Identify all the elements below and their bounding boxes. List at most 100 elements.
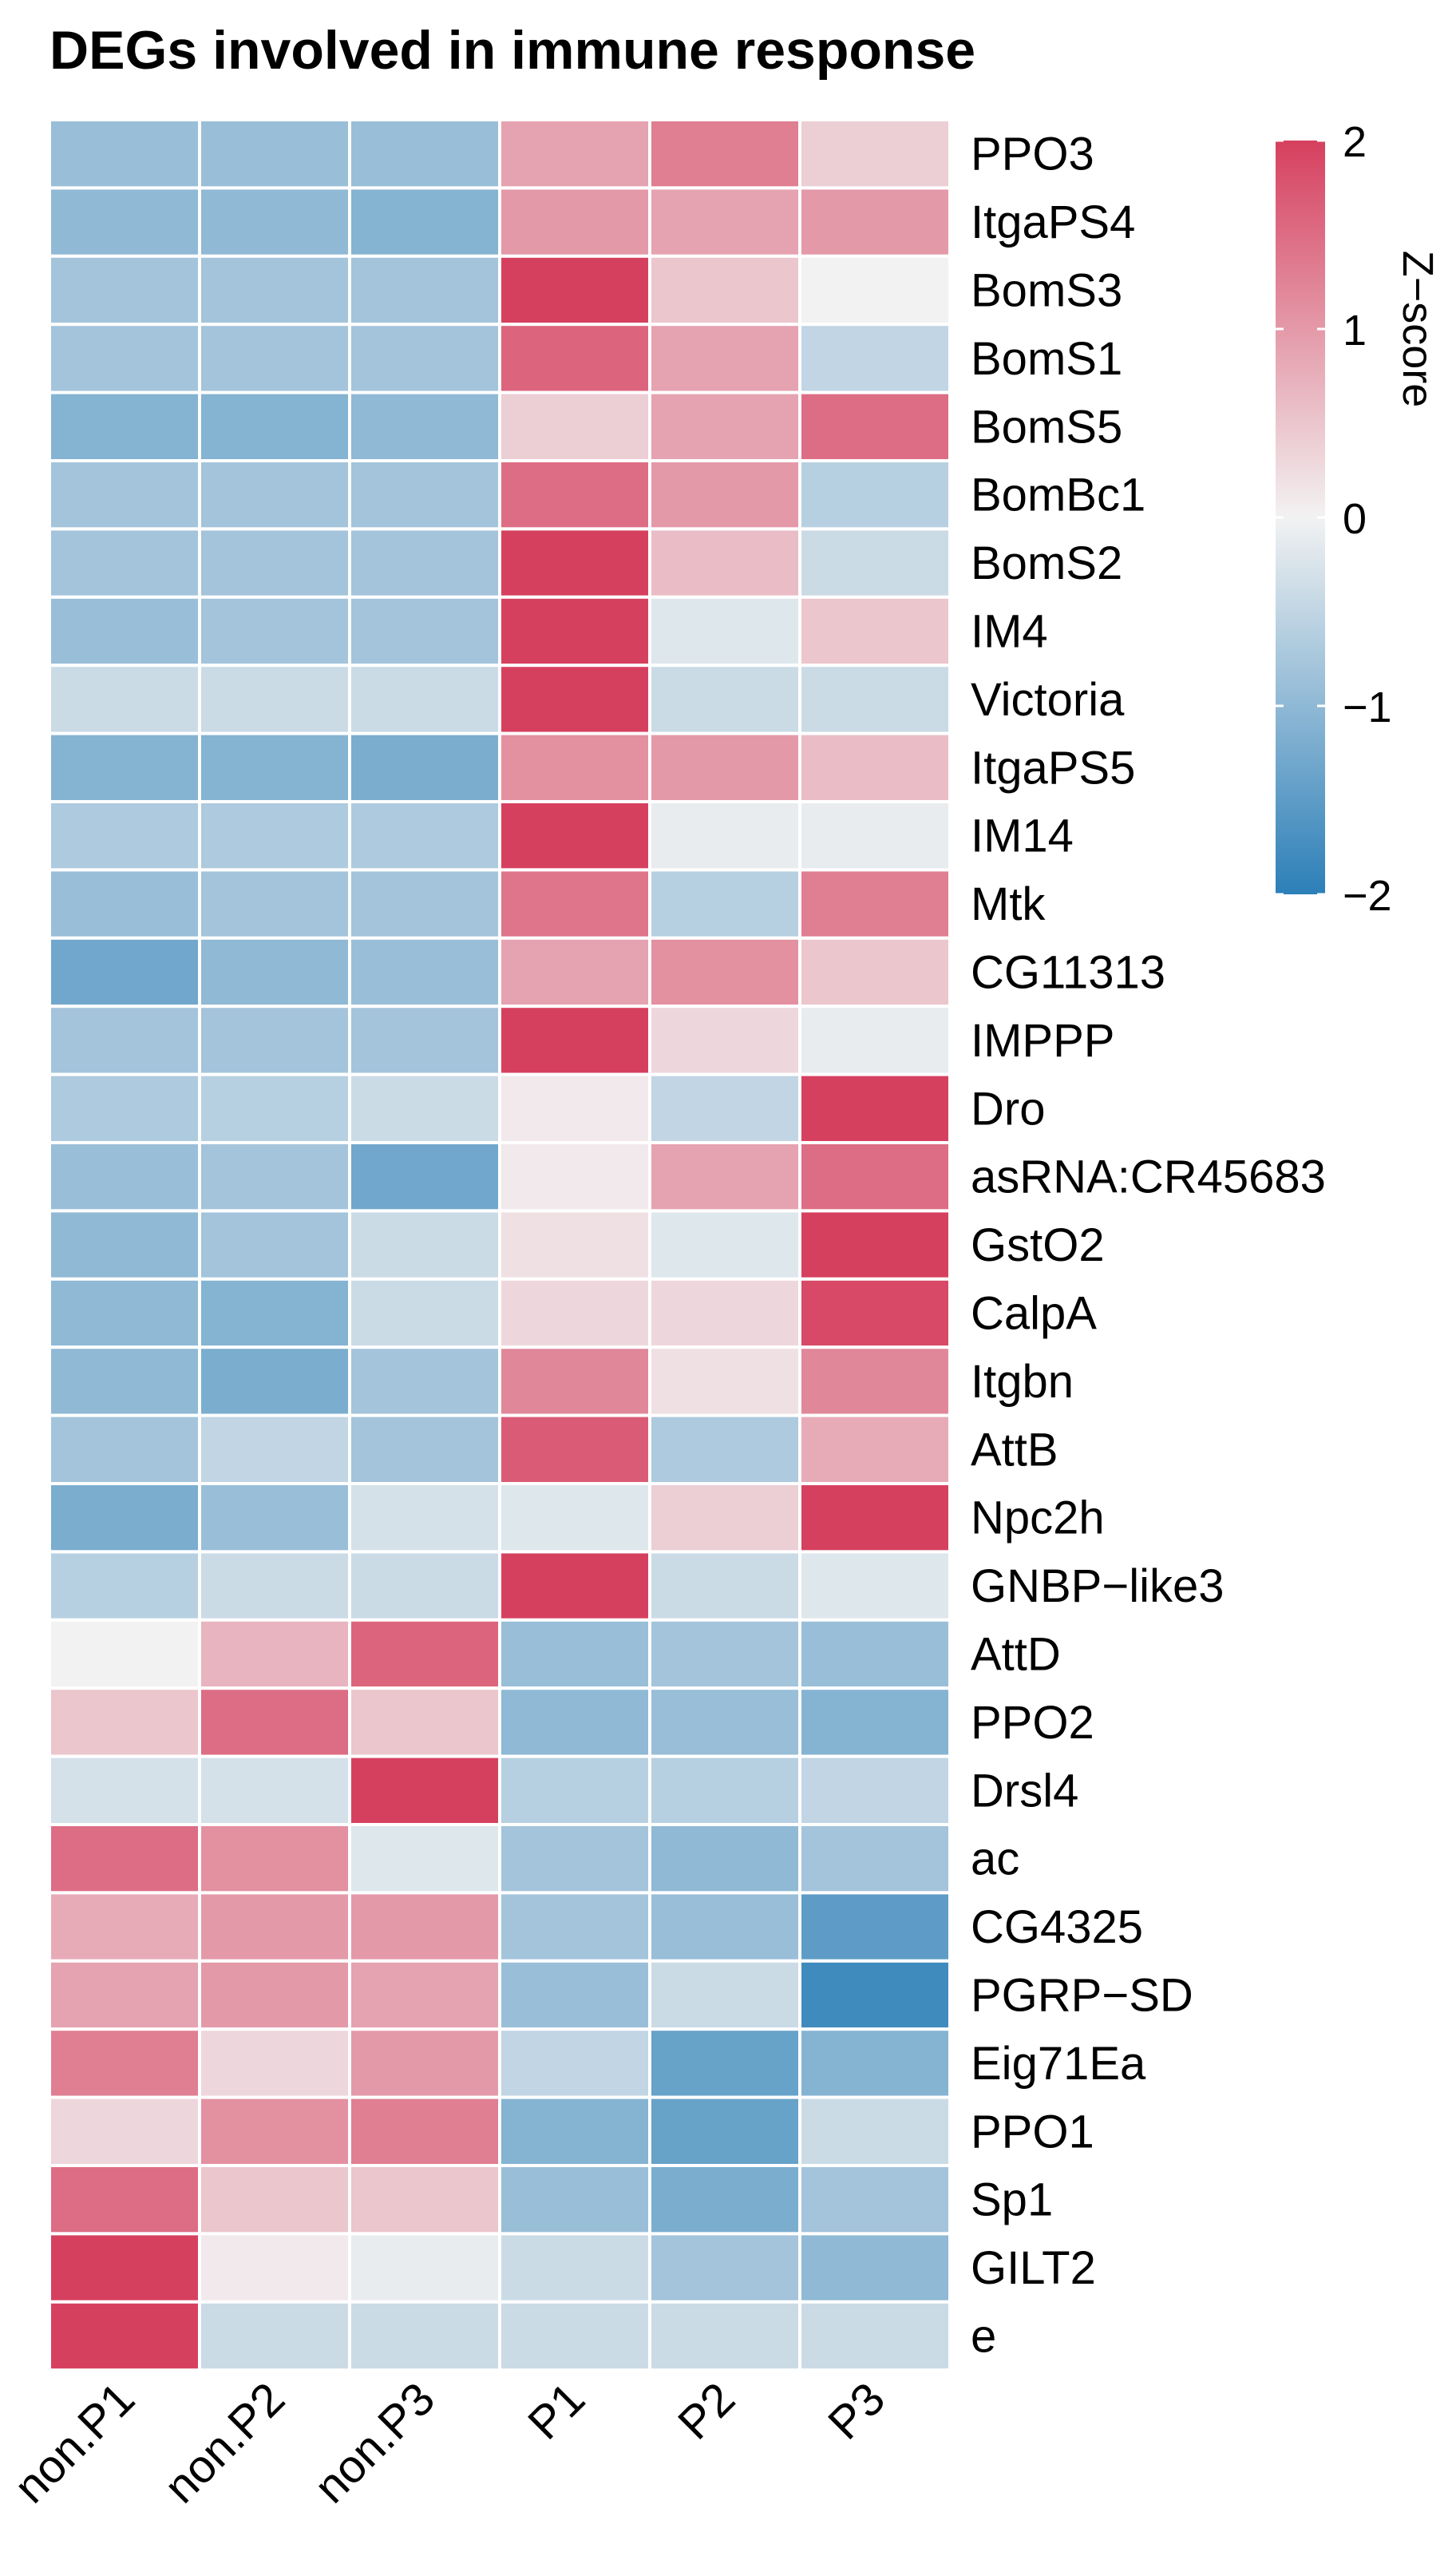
heatmap-cell <box>498 1277 651 1349</box>
heatmap-cell <box>498 1754 651 1827</box>
heatmap-cell <box>348 936 501 1009</box>
heatmap-cell <box>48 2027 201 2099</box>
heatmap-cell <box>648 323 801 394</box>
row-label: Drsl4 <box>971 1765 1078 1817</box>
heatmap-cell <box>348 2300 501 2372</box>
heatmap-cell <box>348 1277 501 1349</box>
row-label: e <box>971 2311 996 2363</box>
row-label: asRNA:CR45683 <box>971 1151 1326 1203</box>
heatmap-cell <box>48 2300 201 2372</box>
heatmap-cell <box>48 595 201 668</box>
heatmap-cell <box>348 2095 501 2168</box>
column-labels: non.P1 non.P2 non.P3 P1 P2 P3 <box>4 2372 895 2513</box>
heatmap-cell <box>48 936 201 1009</box>
heatmap-cell <box>198 2232 351 2304</box>
column-label: P3 <box>818 2372 895 2449</box>
heatmap-cell <box>48 527 201 599</box>
heatmap-cell <box>48 1209 201 1281</box>
heatmap-cell <box>498 1550 651 1622</box>
heatmap-cell <box>648 2232 801 2304</box>
heatmap-cell <box>498 1141 651 1213</box>
heatmap-cell <box>648 1277 801 1349</box>
heatmap-cell <box>798 2027 952 2099</box>
column-label: P2 <box>668 2372 745 2449</box>
heatmap-cell <box>498 731 651 803</box>
heatmap-cell <box>498 1209 651 1281</box>
heatmap-cell <box>648 1823 801 1895</box>
row-label: BomS1 <box>971 333 1122 385</box>
heatmap-cell <box>648 868 801 940</box>
heatmap-cell <box>348 1141 501 1213</box>
heatmap-cell <box>648 664 801 735</box>
heatmap-cell <box>498 459 651 531</box>
heatmap-cell <box>648 1550 801 1622</box>
heatmap-cell <box>198 868 351 940</box>
heatmap-cell <box>48 1686 201 1758</box>
heatmap-cell <box>48 1277 201 1349</box>
legend-tick-label: 2 <box>1343 118 1367 166</box>
heatmap-cell <box>48 800 201 872</box>
row-labels: PPO3 ItgaPS4 BomS3 BomS1 BomS5 BomBc1 BomS2 IM4… <box>971 129 1326 2363</box>
heatmap-cell <box>798 459 952 531</box>
heatmap-cell <box>48 1005 201 1076</box>
heatmap-cell <box>348 254 501 327</box>
heatmap-cell <box>798 390 952 463</box>
heatmap-cell <box>348 118 501 190</box>
heatmap-cell <box>498 1072 651 1144</box>
heatmap-cell <box>498 1345 651 1417</box>
heatmap-cell <box>798 2095 952 2168</box>
heatmap-cell <box>648 118 801 190</box>
heatmap-cell <box>798 664 952 735</box>
heatmap-cell <box>48 731 201 803</box>
heatmap-cell <box>48 2095 201 2168</box>
chart-title: DEGs involved in immune response <box>49 20 975 81</box>
row-label: Dro <box>971 1083 1045 1135</box>
heatmap-cell <box>648 254 801 327</box>
heatmap-cell <box>348 1072 501 1144</box>
heatmap-cell <box>798 800 952 872</box>
heatmap-cell <box>498 390 651 463</box>
heatmap-cell <box>48 664 201 735</box>
heatmap-cell <box>798 254 952 327</box>
heatmap-cell <box>648 527 801 599</box>
heatmap-cell <box>348 1482 501 1554</box>
heatmap-cell <box>198 1277 351 1349</box>
heatmap-cell <box>348 800 501 872</box>
heatmap-cell <box>48 1345 201 1417</box>
heatmap-cell <box>798 1413 952 1485</box>
heatmap-cell <box>48 2232 201 2304</box>
heatmap-cell <box>48 2164 201 2236</box>
heatmap-cell <box>198 664 351 735</box>
heatmap-cell <box>198 1823 351 1895</box>
heatmap-cell <box>198 1072 351 1144</box>
heatmap-cell <box>648 1345 801 1417</box>
heatmap-cell <box>798 868 952 940</box>
heatmap-cell <box>498 1618 651 1690</box>
heatmap-cell <box>348 390 501 463</box>
colorbar-legend: 2 1 0 −1 −2 Z−score <box>1276 118 1442 920</box>
heatmap-cell <box>348 1209 501 1281</box>
heatmap-cell <box>498 1482 651 1554</box>
heatmap-cell <box>498 2095 651 2168</box>
heatmap-cell <box>648 1413 801 1485</box>
heatmap-cell <box>648 1209 801 1281</box>
heatmap-cell <box>48 1959 201 2031</box>
heatmap-cell <box>198 527 351 599</box>
heatmap-cell <box>798 2232 952 2304</box>
heatmap-cell <box>798 1686 952 1758</box>
heatmap-cell <box>348 731 501 803</box>
heatmap-cell <box>498 527 651 599</box>
heatmap-cell <box>498 118 651 190</box>
heatmap-cells <box>48 118 952 2372</box>
heatmap-cell <box>798 186 952 258</box>
heatmap-cell <box>198 1550 351 1622</box>
heatmap-cell <box>648 186 801 258</box>
heatmap-cell <box>798 595 952 668</box>
column-label: non.P3 <box>304 2372 445 2513</box>
legend-title: Z−score <box>1394 251 1442 408</box>
heatmap-cell <box>48 868 201 940</box>
row-label: CalpA <box>971 1288 1097 1340</box>
heatmap-cell <box>48 186 201 258</box>
heatmap-cell <box>798 1891 952 1963</box>
